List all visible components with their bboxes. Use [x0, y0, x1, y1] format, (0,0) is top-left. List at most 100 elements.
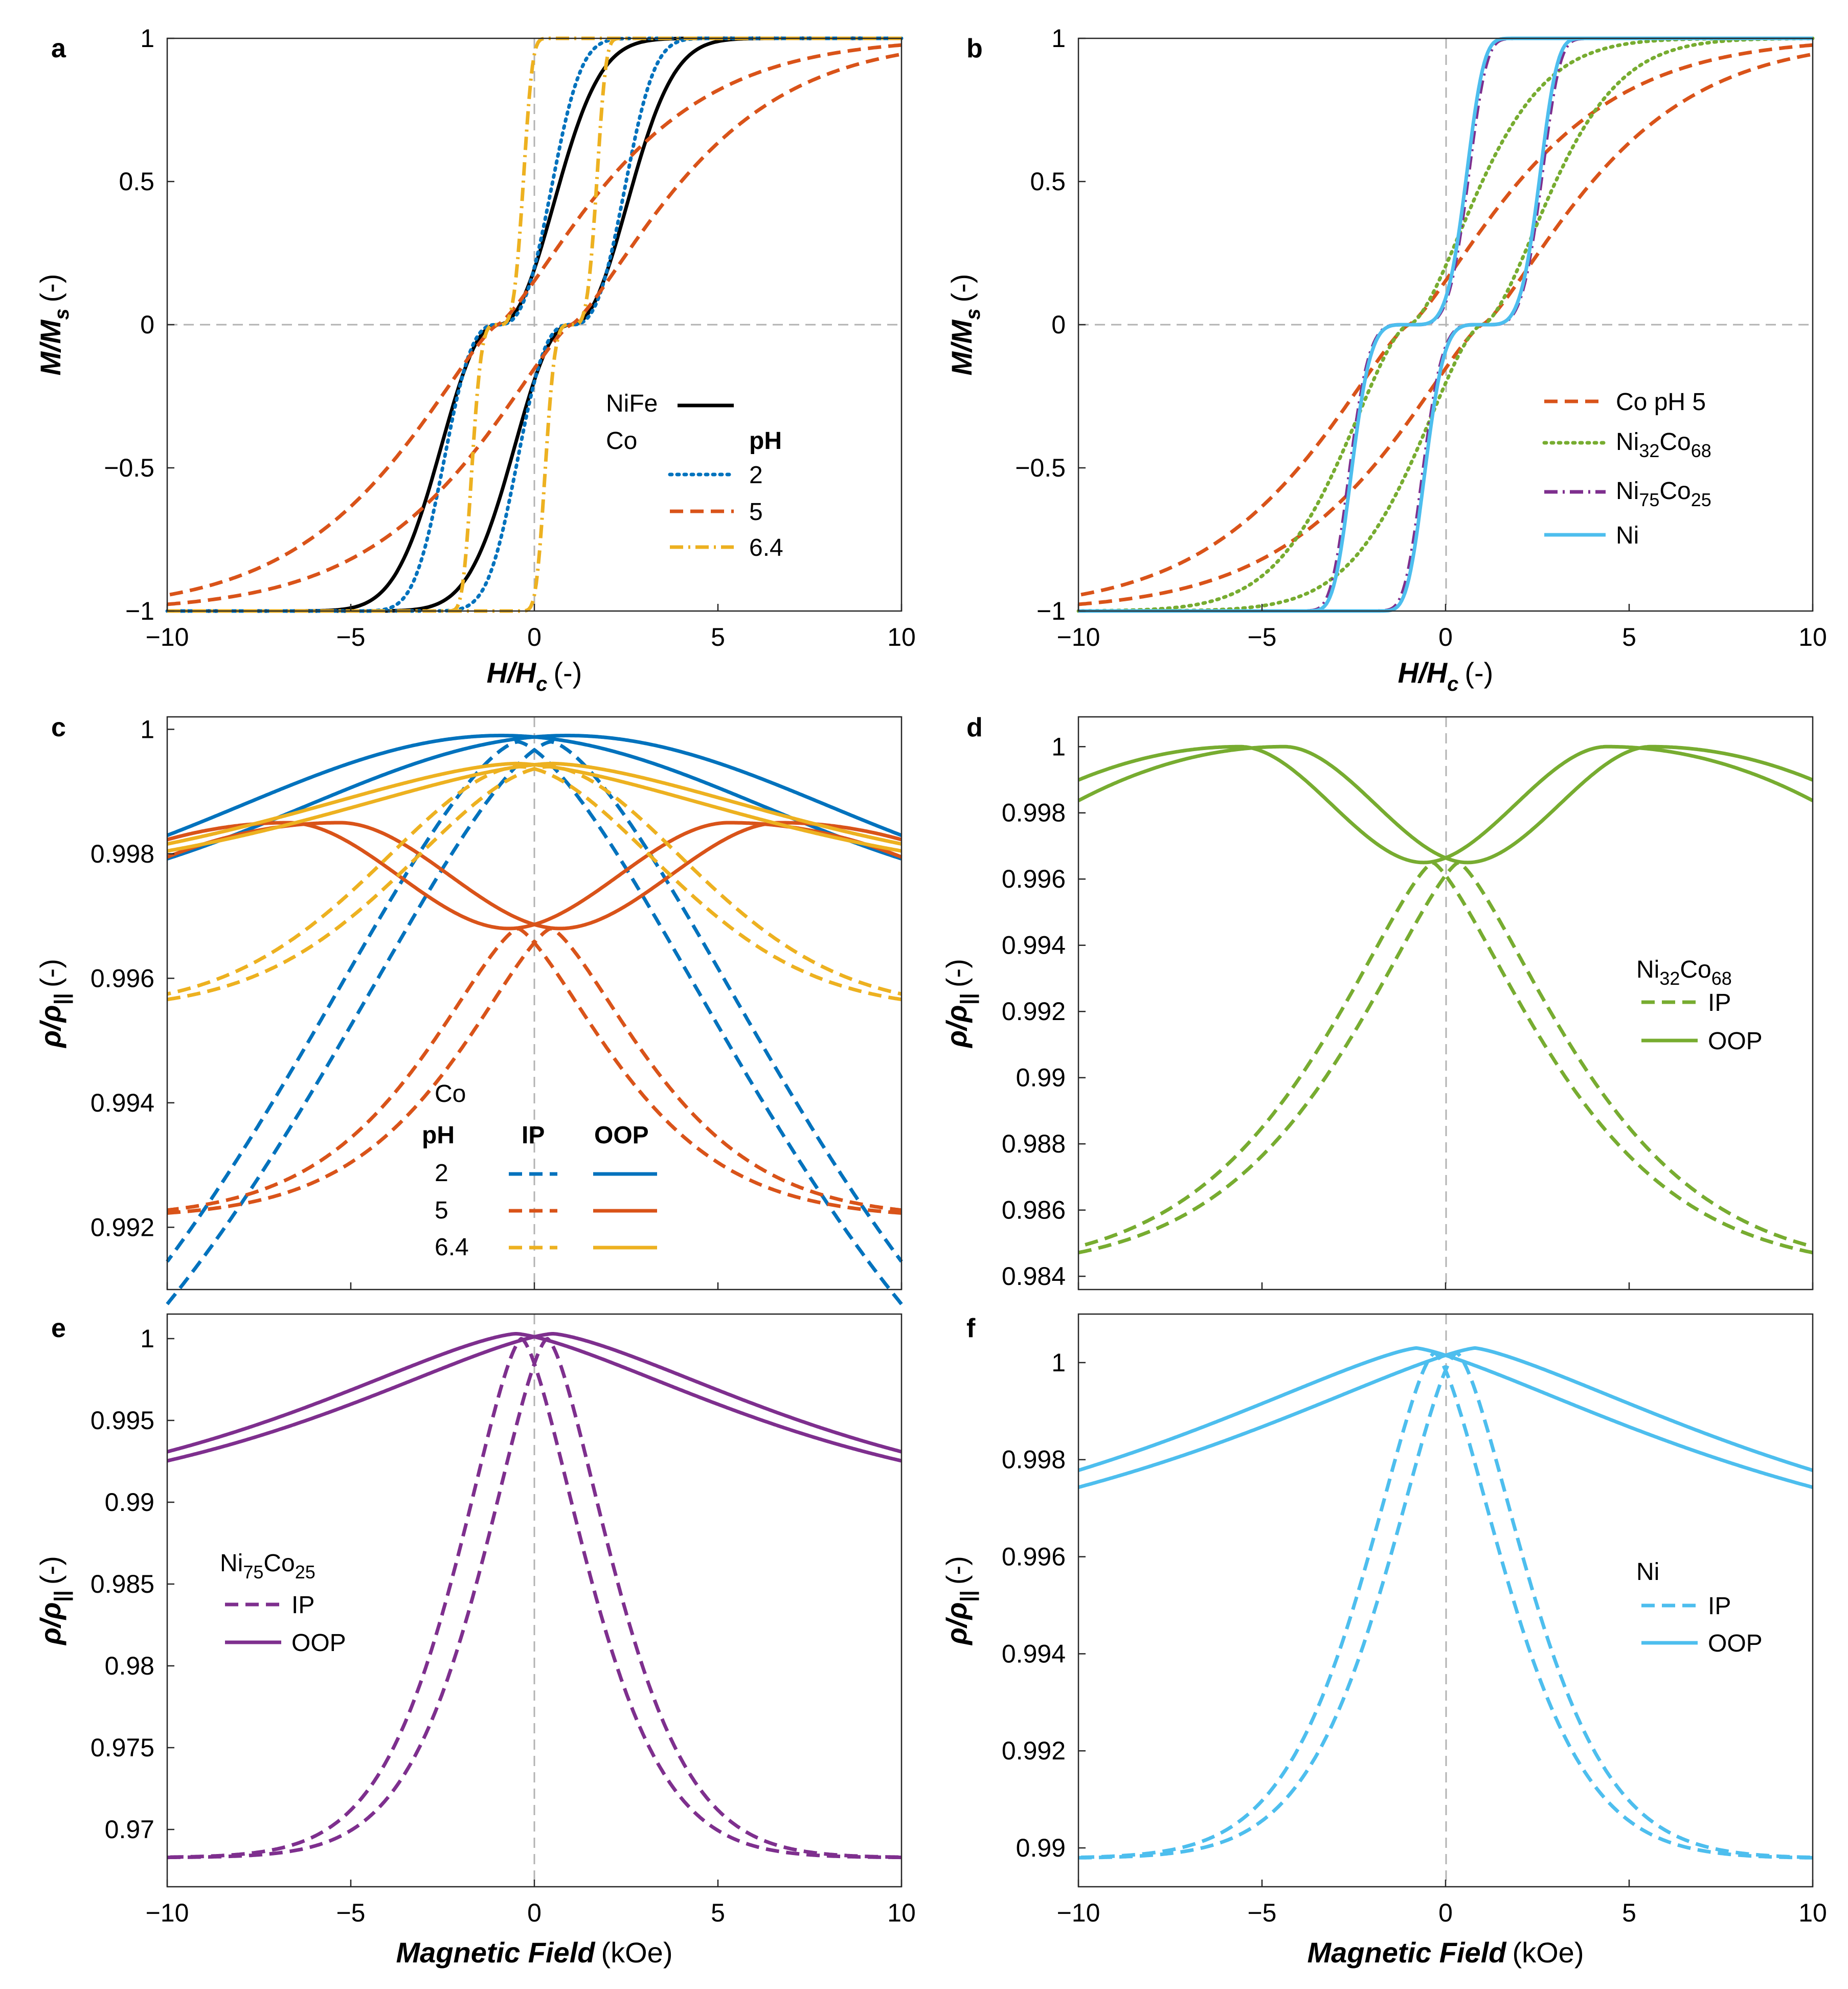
panel-f-ylabel: ρ/ρ||(-) — [940, 1556, 979, 1646]
panel-d-ylabel: ρ/ρ||(-) — [940, 959, 979, 1049]
panel-b-xlabel: H/Hc (-) — [1398, 657, 1494, 695]
ytick-label: 0.98 — [105, 1652, 154, 1680]
ytick-label: 0.988 — [1002, 1129, 1066, 1158]
legend-header: IP — [522, 1122, 545, 1149]
panel-f-xtick-label: −5 — [1247, 1898, 1276, 1927]
panel-b-ticks — [1077, 37, 1814, 612]
panel-d-label: d — [966, 713, 983, 742]
panel-b-ytick-label: −1 — [1036, 597, 1066, 625]
panel-b-legend: Co pH 5 Ni32Co68 Ni75Co25 Ni — [1542, 389, 1711, 549]
legend-text: IP — [1708, 989, 1731, 1016]
panel-d-xtick-group — [1077, 1282, 1814, 1290]
legend-text: OOP — [1708, 1630, 1763, 1657]
panel-a-xlabel: H/Hc (-) — [487, 657, 582, 695]
panel-c: c 0.992 0.994 0.996 0.998 1 ρ/ρ||(-) Co pH I… — [34, 713, 903, 1305]
ytick-label: 0.996 — [1002, 1543, 1066, 1571]
panel-a-ylabel: M/Ms(-) — [34, 274, 73, 375]
legend-text: Co — [606, 427, 637, 455]
panel-e-xtick-label: 10 — [887, 1898, 916, 1927]
panel-b-xtick-label: 10 — [1798, 623, 1827, 651]
panel-f-label: f — [966, 1314, 976, 1343]
panel-c-ytick-group: 0.992 0.994 0.996 0.998 1 — [91, 715, 174, 1241]
panel-f-series-oop — [1077, 1346, 1814, 1489]
ytick-label: 0.99 — [1016, 1064, 1066, 1092]
panel-c-xtick-group — [166, 1282, 903, 1290]
panel-f-series-ip — [1078, 1351, 1813, 1860]
panel-e-series-oop — [167, 1332, 902, 1463]
ytick-label: 0.994 — [1002, 1639, 1066, 1668]
panel-e-xtick-group — [166, 1880, 903, 1887]
legend-text: 2 — [435, 1160, 448, 1187]
panel-c-series-ph64-oop — [167, 761, 902, 853]
panel-a-ytick-label: 0 — [140, 310, 154, 339]
panel-b-xtick-label: 0 — [1438, 623, 1453, 651]
panel-b-xtick-label: −10 — [1057, 623, 1100, 651]
ytick-label: 1 — [1051, 732, 1066, 761]
legend-header: pH — [422, 1122, 455, 1149]
panel-a-label: a — [51, 34, 66, 63]
legend-text: 6.4 — [749, 534, 783, 561]
panel-a-ytick-label: 1 — [140, 24, 154, 53]
panel-c-legend: Co pH IP OOP 2 5 6.4 — [422, 1080, 657, 1261]
panel-e-xtick-label: −10 — [146, 1898, 189, 1927]
panel-e-series-ip — [167, 1337, 902, 1860]
panel-b-xtick-label: 5 — [1622, 623, 1636, 651]
ytick-label: 0.996 — [91, 964, 154, 992]
panel-b-label: b — [966, 34, 983, 63]
ytick-label: 0.998 — [91, 840, 154, 868]
legend-title: Ni75Co25 — [220, 1550, 315, 1583]
panel-b-ytick-label: −0.5 — [1015, 454, 1066, 482]
panel-b-ytick-label: 1 — [1051, 24, 1066, 53]
panel-a-xtick-label: −10 — [146, 623, 189, 651]
panel-b: b −10 −5 0 5 10 −1 −0.5 0 0.5 — [945, 24, 1827, 695]
panel-f-xtick-group — [1077, 1880, 1814, 1887]
panel-e-ylabel: ρ/ρ||(-) — [34, 1556, 73, 1646]
ytick-label: 0.975 — [91, 1733, 154, 1762]
ytick-label: 0.99 — [1016, 1834, 1066, 1862]
panel-d-legend: Ni32Co68 IP OOP — [1636, 956, 1763, 1055]
legend-text: OOP — [1708, 1028, 1763, 1055]
panel-d-series-oop — [1077, 744, 1814, 865]
legend-text: Ni75Co25 — [1616, 478, 1711, 510]
legend-title: Ni32Co68 — [1636, 956, 1732, 989]
ytick-label: 0.996 — [1002, 865, 1066, 893]
panel-a-ytick-label: −1 — [125, 597, 154, 625]
panel-f-xtick-label: 5 — [1622, 1898, 1636, 1927]
panel-b-xtick-label: −5 — [1247, 623, 1276, 651]
legend-text: OOP — [291, 1630, 346, 1657]
legend-header: pH — [749, 427, 782, 455]
ytick-label: 0.992 — [1002, 1736, 1066, 1765]
panel-d-series-group — [1077, 744, 1814, 1255]
panel-f-series-group — [1077, 1346, 1814, 1860]
ytick-label: 0.998 — [1002, 799, 1066, 827]
panel-a-legend: NiFe Co pH 2 5 6.4 — [606, 390, 783, 561]
legend-text: 6.4 — [435, 1234, 469, 1261]
panel-d-series-ip — [1078, 861, 1813, 1255]
panel-f-xtick-label: 10 — [1798, 1898, 1827, 1927]
ytick-label: 1 — [140, 715, 154, 743]
panel-a-ytick-label: 0.5 — [119, 167, 154, 196]
ytick-label: 0.985 — [91, 1570, 154, 1598]
panel-c-series-ph64-ip — [167, 764, 902, 1002]
legend-header: OOP — [594, 1122, 649, 1149]
ytick-label: 0.984 — [1002, 1262, 1066, 1291]
panel-f-legend: Ni IP OOP — [1636, 1558, 1763, 1657]
panel-f-xtick-label: −10 — [1057, 1898, 1100, 1927]
panel-b-series-co-ph5 — [1078, 43, 1813, 606]
ytick-label: 0.992 — [1002, 997, 1066, 1026]
panel-e-label: e — [51, 1314, 66, 1343]
panel-b-ylabel: M/Ms(-) — [945, 274, 984, 375]
panel-d: d 0.984 0.986 0.988 0.99 0.992 0.994 0.996 0.99… — [940, 713, 1814, 1291]
legend-text: 5 — [749, 499, 763, 526]
ytick-label: 1 — [140, 1324, 154, 1353]
panel-a-series-co-ph5 — [167, 43, 902, 606]
legend-text: Ni32Co68 — [1616, 428, 1711, 461]
panel-c-series-ph2-ip — [166, 740, 903, 1305]
panel-a: a −10 −5 0 5 10 −1 −0.5 0 0.5 — [34, 24, 916, 695]
panel-e-series-group — [167, 1332, 902, 1860]
panel-a-xtick-label: −5 — [336, 623, 365, 651]
panel-c-label: c — [51, 713, 66, 742]
panel-f-xtick-label: 0 — [1438, 1898, 1453, 1927]
